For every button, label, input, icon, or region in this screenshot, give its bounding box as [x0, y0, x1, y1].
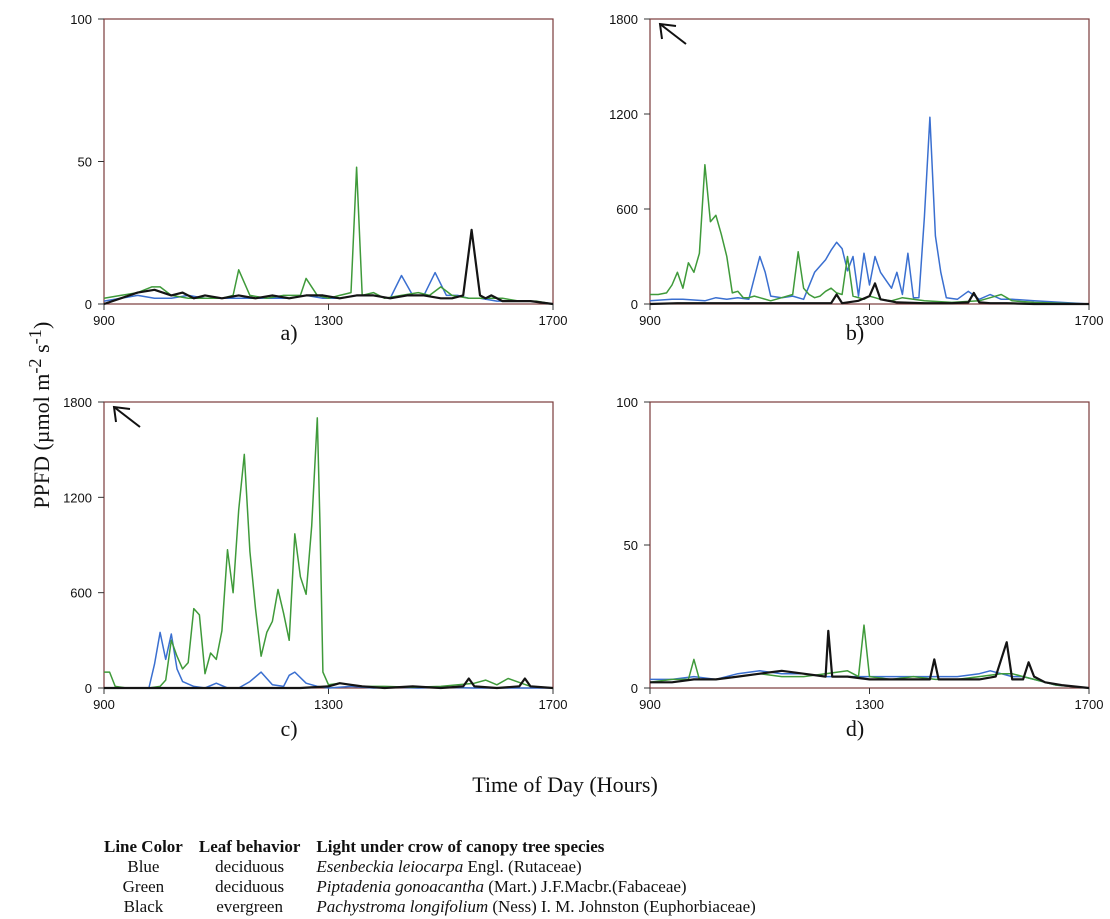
y-axis-label-sup2: -1 [24, 329, 45, 345]
panel-b-y-tick-label: 1800 [609, 12, 638, 27]
panel-c-x-tick-label: 1300 [314, 697, 343, 712]
legend-header-row: Line Color Leaf behavior Light under cro… [96, 837, 764, 857]
panel-label-a: a) [280, 320, 298, 345]
legend-species-name: Pachystroma longifolium [316, 897, 489, 916]
panel-d-x-tick-label: 1300 [855, 697, 884, 712]
panel-b-series-blue-line [649, 116, 1090, 305]
legend-behavior: deciduous [215, 877, 285, 896]
panel-c: 0 600 1200 1800 900 1300 1700 [63, 395, 567, 712]
legend-row: Blue deciduous Esenbeckia leiocarpa Engl… [96, 857, 764, 877]
panel-b-x-tick-label: 1700 [1075, 313, 1104, 328]
legend-behavior: deciduous [215, 857, 285, 876]
panel-a-y-tick-label: 0 [85, 297, 92, 312]
y-axis-label-prefix: PPFD (µmol m [29, 373, 55, 509]
panel-d-x-tick-label: 900 [639, 697, 661, 712]
legend-behavior: evergreen [216, 897, 283, 916]
panel-b-plot-frame [649, 18, 1090, 305]
panel-a-series-green-line [103, 166, 554, 305]
panel-label-b: b) [845, 320, 865, 345]
panel-a-x-tick-label: 1300 [314, 313, 343, 328]
panel-c-x-tick-label: 900 [93, 697, 115, 712]
panel-d-y-tick-label: 50 [624, 538, 638, 553]
panel-c-y-tick-label: 1800 [63, 395, 92, 410]
panel-d-plot-frame [649, 401, 1090, 689]
panel-d-y-tick-label: 0 [631, 681, 638, 696]
legend-species: Pachystroma longifolium (Ness) I. M. Joh… [308, 897, 763, 917]
panel-a-y-tick-label: 100 [70, 12, 92, 27]
y-axis-label-sup1: -2 [24, 358, 45, 374]
panel-b-arrow-head [658, 22, 677, 40]
panel-d-series-black-line [650, 629, 1090, 690]
y-axis-label: PPFD (µmol m-2 s-1) [25, 255, 55, 575]
panel-b-arrow-icon [658, 22, 687, 45]
panel-c-y-tick-label: 1200 [63, 490, 92, 505]
legend-row: Green deciduous Piptadenia gonoacantha (… [96, 877, 764, 897]
panel-a-plot-frame [103, 18, 554, 305]
legend-color: Green [122, 877, 165, 896]
panel-d: 0 50 100 900 1300 1700 [616, 395, 1103, 712]
panel-label-d: d) [845, 716, 865, 741]
panel-c-series-black-line [104, 677, 554, 690]
legend-color: Blue [127, 857, 160, 876]
panel-a-series-black-line [103, 228, 554, 306]
panel-c-arrow-shaft [113, 406, 141, 428]
panel-label-c: c) [280, 716, 298, 741]
legend-species-authority: (Ness) I. M. Johnston (Euphorbiaceae) [488, 897, 756, 916]
legend-header-behavior: Leaf behavior [198, 837, 301, 856]
panel-b-arrow-shaft [659, 23, 687, 45]
panel-b-series-green-line [650, 163, 1090, 305]
legend-species: Esenbeckia leiocarpa Engl. (Rutaceae) [308, 857, 763, 877]
panel-c-arrow-icon [112, 405, 141, 428]
y-axis-label-suffix: ) [29, 321, 55, 330]
panel-b-x-tick-label: 1300 [855, 313, 884, 328]
x-axis-label: Time of Day (Hours) [472, 772, 658, 797]
panel-b-x-tick-label: 900 [639, 313, 661, 328]
legend-species: Piptadenia gonoacantha (Mart.) J.F.Macbr… [308, 877, 763, 897]
legend-row: Black evergreen Pachystroma longifolium … [96, 897, 764, 917]
legend-table: Line Color Leaf behavior Light under cro… [96, 837, 764, 917]
panel-a-x-tick-label: 1700 [539, 313, 568, 328]
panel-d-series-blue-line [650, 670, 1090, 689]
panel-d-x-tick-label: 1700 [1075, 697, 1104, 712]
panel-b-y-tick-label: 600 [616, 202, 638, 217]
panel-c-y-tick-label: 0 [85, 681, 92, 696]
panel-c-y-tick-label: 600 [70, 586, 92, 601]
panel-a-x-tick-label: 900 [93, 313, 115, 328]
panel-a-y-tick-label: 50 [78, 155, 92, 170]
panel-b-y-tick-label: 1200 [609, 107, 638, 122]
legend-species-authority: Engl. (Rutaceae) [463, 857, 582, 876]
legend-species-name: Esenbeckia leiocarpa [316, 857, 464, 876]
legend-color: Black [123, 897, 164, 916]
panel-b: 0 600 1200 1800 900 1300 1700 [609, 12, 1103, 328]
panel-c-series-green-line [104, 417, 554, 689]
panel-d-y-tick-label: 100 [616, 395, 638, 410]
legend-species-name: Piptadenia gonoacantha [316, 877, 485, 896]
legend-header-color: Line Color [104, 837, 183, 856]
panel-b-series-black-line [649, 282, 1089, 306]
legend-header-species: Light under crow of canopy tree species [316, 837, 605, 856]
panel-c-x-tick-label: 1700 [539, 697, 568, 712]
panel-b-y-tick-label: 0 [631, 297, 638, 312]
y-axis-label-mid: s [29, 344, 55, 359]
panel-a: 0 50 100 900 1300 1700 [70, 12, 567, 328]
panel-c-arrow-head [112, 405, 131, 423]
legend-species-authority: (Mart.) J.F.Macbr.(Fabaceae) [484, 877, 687, 896]
